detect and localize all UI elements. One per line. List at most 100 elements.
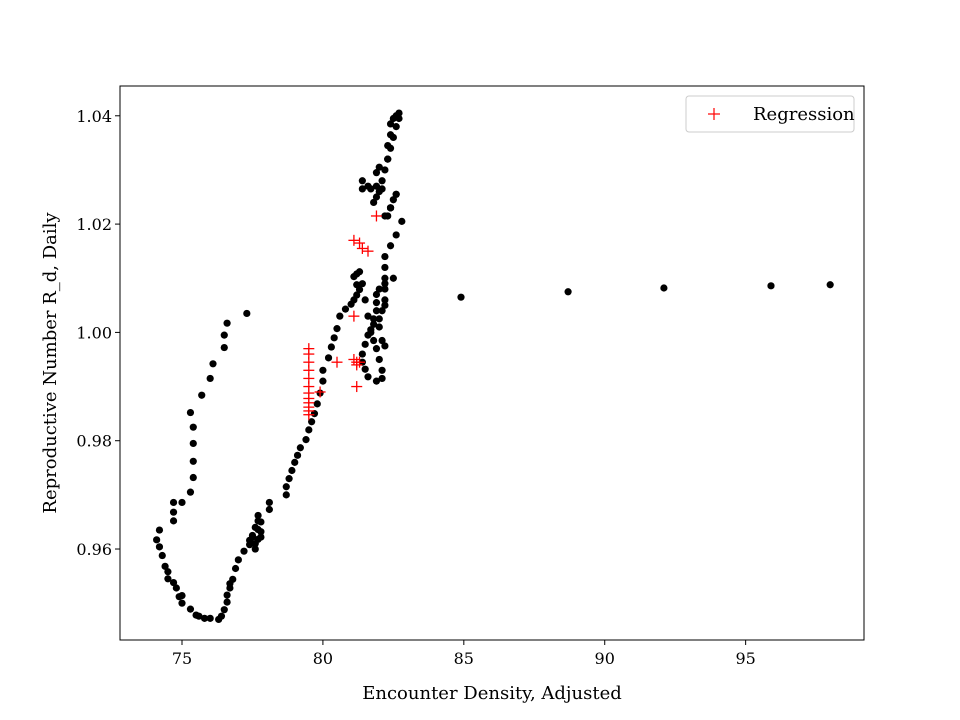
x-tick-label: 95 <box>735 649 755 668</box>
data-point <box>291 458 299 466</box>
data-point <box>372 307 381 315</box>
data-point <box>386 120 395 128</box>
data-point <box>251 545 259 553</box>
data-point <box>372 377 381 385</box>
data-point <box>240 547 248 555</box>
data-point <box>223 319 231 327</box>
data-point <box>169 578 178 587</box>
data-point <box>195 612 203 620</box>
data-point <box>341 305 350 313</box>
data-point <box>361 365 369 373</box>
data-point <box>178 599 186 607</box>
data-point <box>305 426 313 434</box>
data-point <box>375 163 383 171</box>
data-point <box>220 343 228 352</box>
data-point <box>223 591 231 599</box>
data-point <box>282 483 290 491</box>
data-point <box>370 336 378 345</box>
data-point <box>457 293 465 301</box>
data-point <box>389 274 397 282</box>
y-tick-label: 1.04 <box>76 107 112 126</box>
data-point <box>386 242 395 250</box>
data-point <box>330 334 338 342</box>
data-point <box>384 155 392 163</box>
data-point <box>372 182 381 190</box>
data-point <box>392 190 400 198</box>
data-point <box>358 280 366 288</box>
data-point <box>395 114 403 123</box>
regression-point <box>303 409 315 421</box>
regression-point <box>331 356 343 368</box>
data-point <box>361 296 369 304</box>
legend-regression-label: Regression <box>753 104 855 125</box>
data-point <box>375 188 383 196</box>
data-point <box>381 301 389 309</box>
data-point <box>361 340 369 348</box>
data-marks <box>153 109 834 624</box>
y-tick-label: 1.02 <box>76 215 112 234</box>
data-point <box>333 325 341 333</box>
data-point <box>251 523 259 531</box>
data-point <box>372 169 381 177</box>
regression-point <box>314 386 326 398</box>
data-point <box>231 564 240 573</box>
data-point <box>375 323 383 331</box>
x-axis-ticks: 75 80 85 90 95 <box>172 640 756 668</box>
data-point <box>254 511 262 520</box>
data-point <box>158 551 166 560</box>
data-point <box>169 517 178 525</box>
data-point <box>310 410 319 418</box>
data-point <box>386 144 395 152</box>
data-point <box>378 177 386 185</box>
data-point <box>372 193 381 201</box>
plot-area <box>120 86 864 640</box>
data-point <box>395 109 403 117</box>
data-point <box>186 408 195 417</box>
x-axis-label: Encounter Density, Adjusted <box>362 683 622 704</box>
data-point <box>375 285 383 293</box>
data-point <box>355 268 364 276</box>
data-point <box>381 274 389 282</box>
data-point <box>564 288 572 296</box>
data-point <box>257 533 265 541</box>
data-point <box>155 543 164 551</box>
data-point <box>206 614 214 622</box>
y-axis-label: Reproductive Number R_d, Daily <box>40 212 61 514</box>
data-point <box>375 355 383 364</box>
data-point <box>367 326 375 334</box>
data-point <box>378 366 386 374</box>
x-tick-label: 90 <box>595 649 615 668</box>
regression-point <box>356 242 368 254</box>
data-point <box>381 212 389 220</box>
data-point <box>285 475 293 483</box>
data-point <box>336 312 344 320</box>
data-point <box>389 196 397 204</box>
data-point <box>358 350 366 358</box>
data-point <box>189 423 197 431</box>
data-point <box>164 568 172 576</box>
data-point <box>358 185 366 193</box>
data-point <box>381 285 389 293</box>
data-point <box>319 366 327 374</box>
data-point <box>381 166 389 174</box>
data-point <box>389 133 397 142</box>
data-point <box>375 315 383 323</box>
data-point <box>386 204 395 212</box>
data-point <box>178 498 186 507</box>
legend: Regression <box>685 95 855 133</box>
data-point <box>378 374 386 383</box>
data-point <box>353 281 361 289</box>
data-point <box>229 575 237 583</box>
data-point <box>826 281 834 289</box>
data-point <box>186 488 195 496</box>
data-point <box>200 614 209 622</box>
data-point <box>381 252 389 261</box>
data-point <box>358 177 366 185</box>
regression-point <box>348 310 360 322</box>
data-point <box>220 606 228 614</box>
data-point <box>392 123 400 131</box>
regression-point <box>351 381 363 393</box>
data-point <box>378 336 386 345</box>
data-point <box>364 182 372 190</box>
data-point <box>172 584 180 592</box>
